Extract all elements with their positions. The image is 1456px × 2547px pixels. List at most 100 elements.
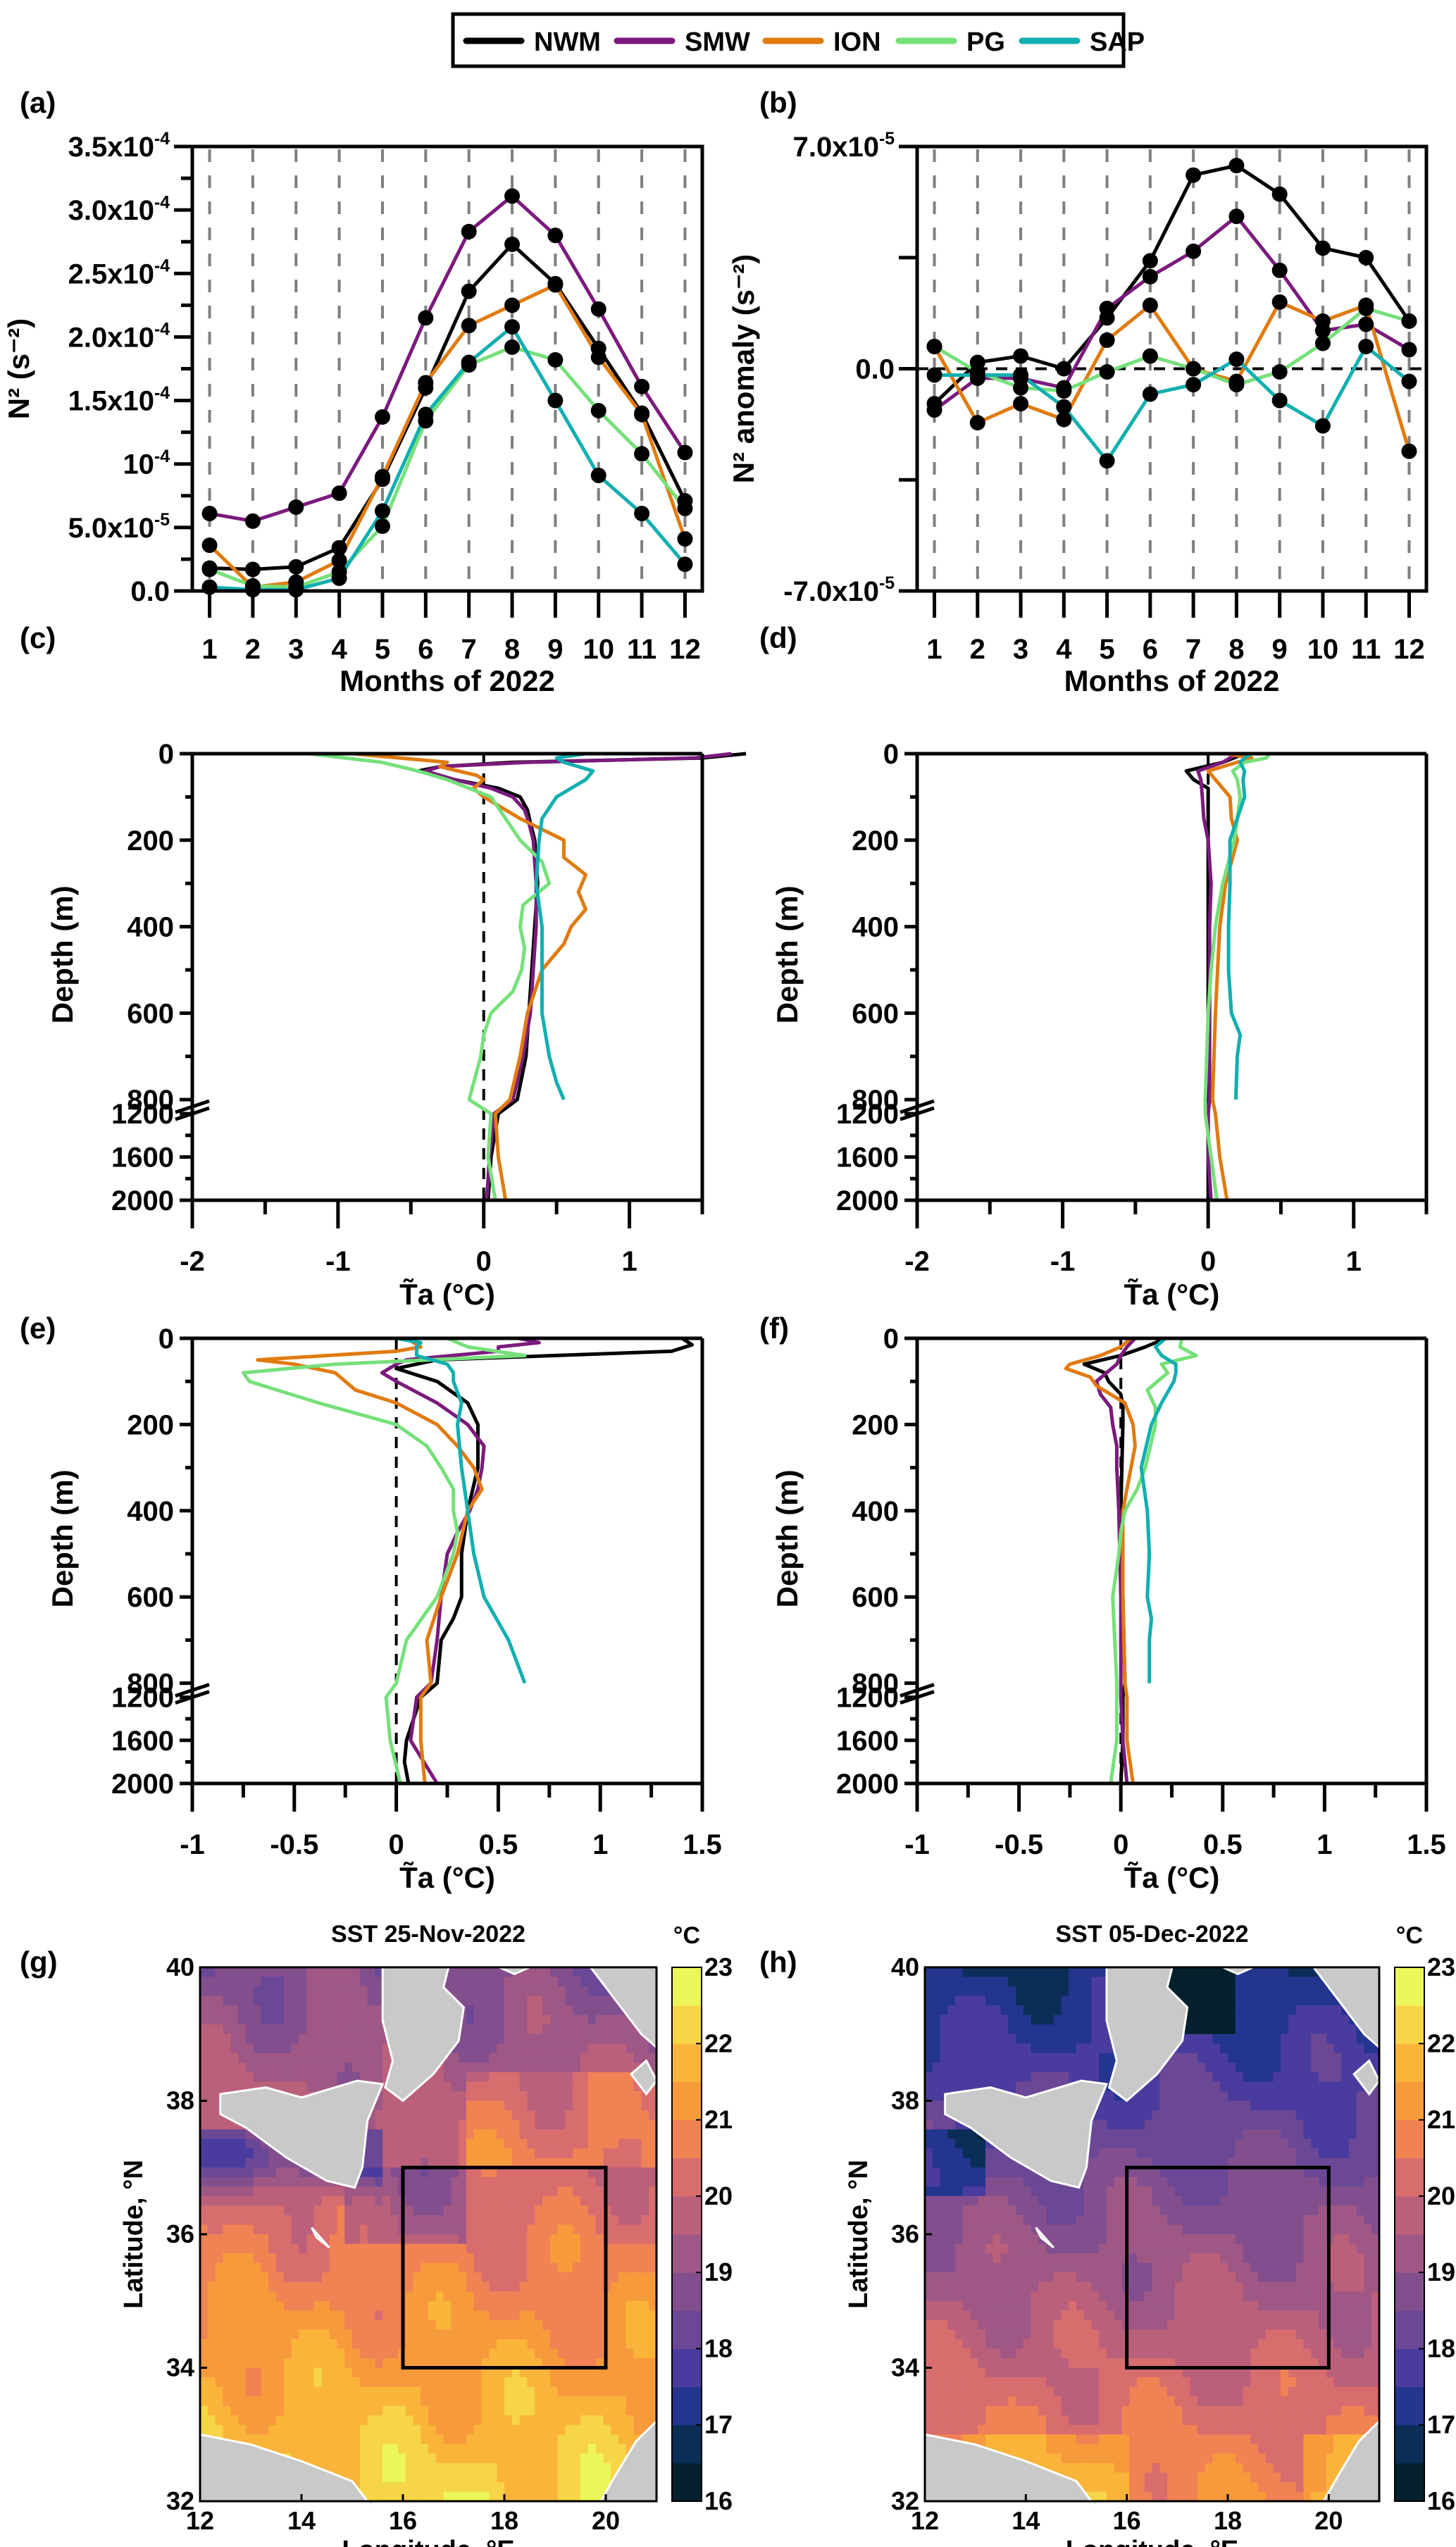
sst-cell xyxy=(390,2472,399,2483)
sst-cell xyxy=(557,2119,566,2130)
sst-cell xyxy=(565,2157,573,2168)
sst-cell xyxy=(626,2053,635,2063)
sst-cell xyxy=(1091,2024,1100,2035)
sst-cell xyxy=(580,2053,589,2063)
sst-cell xyxy=(489,2005,497,2016)
sst-cell xyxy=(618,2024,627,2035)
sst-cell xyxy=(925,2138,933,2149)
sst-cell xyxy=(940,1986,948,1997)
sst-cell xyxy=(435,2110,444,2121)
sst-cell xyxy=(519,2272,528,2283)
sst-cell xyxy=(268,1967,277,1978)
sst-cell xyxy=(1235,2043,1244,2054)
sst-cell xyxy=(352,1995,361,2006)
sst-cell xyxy=(459,2262,467,2273)
sst-cell xyxy=(344,2253,353,2264)
sst-cell xyxy=(1069,1995,1077,2006)
sst-cell xyxy=(504,2310,513,2321)
sst-cell xyxy=(535,2196,543,2206)
sst-cell xyxy=(489,2443,497,2454)
sst-cell xyxy=(603,2014,611,2025)
sst-cell xyxy=(321,2348,330,2359)
sst-cell xyxy=(291,2043,299,2054)
sst-cell xyxy=(573,2043,581,2054)
sst-cell xyxy=(466,2034,475,2044)
sst-cell xyxy=(489,2348,497,2359)
sst-cell xyxy=(1152,2081,1160,2092)
sst-cell xyxy=(565,1995,573,2006)
sst-cell xyxy=(245,2062,254,2073)
sst-cell xyxy=(1243,1986,1251,1997)
sst-cell xyxy=(542,2434,551,2445)
sst-cell xyxy=(215,2405,223,2416)
sst-cell xyxy=(1281,2119,1289,2130)
sst-cell xyxy=(344,2462,353,2473)
sst-cell xyxy=(1038,1986,1047,1997)
sst-cell xyxy=(245,2434,254,2445)
sst-cell xyxy=(466,2272,475,2283)
sst-cell xyxy=(306,2024,315,2035)
sst-cell xyxy=(291,2339,299,2350)
axis-break-mark xyxy=(175,1683,210,1698)
sst-cell xyxy=(481,2005,490,2016)
sst-cell xyxy=(1000,1967,1009,1978)
sst-cell xyxy=(1303,2005,1312,2016)
sst-cell xyxy=(276,1967,285,1978)
sst-cell xyxy=(428,2224,437,2235)
sst-cell xyxy=(382,2396,391,2407)
sst-cell xyxy=(535,2081,543,2092)
sst-cell xyxy=(542,2129,551,2140)
sst-cell xyxy=(207,2091,216,2102)
sst-cell xyxy=(573,2024,581,2035)
sst-cell xyxy=(215,2386,223,2397)
sst-cell xyxy=(261,2377,269,2388)
sst-cell xyxy=(306,2081,315,2092)
sst-cell xyxy=(200,2081,209,2092)
sst-cell xyxy=(618,2148,627,2159)
sst-cell xyxy=(473,2367,483,2378)
sst-cell xyxy=(337,2319,345,2330)
sst-cell xyxy=(261,2234,269,2245)
sst-cell xyxy=(375,2281,383,2292)
sst-cell xyxy=(443,2148,452,2159)
sst-cell xyxy=(375,2405,383,2416)
sst-cell xyxy=(306,2358,315,2369)
sst-cell xyxy=(215,2262,223,2273)
sst-cell xyxy=(314,1995,323,2006)
sst-cell xyxy=(557,2100,566,2111)
sst-cell xyxy=(283,2196,292,2206)
sst-cell xyxy=(504,2491,513,2502)
sst-cell xyxy=(1243,1995,1251,2006)
sst-cell xyxy=(473,2253,483,2264)
sst-cell xyxy=(1016,2072,1024,2083)
sst-cell xyxy=(497,2453,505,2464)
sst-cell xyxy=(542,2424,551,2435)
sst-cell xyxy=(459,2157,467,2168)
sst-cell xyxy=(375,1976,383,1987)
sst-cell xyxy=(1046,2014,1054,2025)
sst-cell xyxy=(1212,1995,1221,2006)
sst-cell xyxy=(1311,2129,1319,2140)
x-axis-label: Months of 2022 xyxy=(1064,664,1280,697)
sst-cell xyxy=(1281,1976,1289,1987)
sst-cell xyxy=(253,2072,261,2083)
sst-cell xyxy=(1000,1995,1009,2006)
sst-cell xyxy=(1174,2091,1183,2102)
sst-cell xyxy=(321,2434,330,2445)
axis-break-mark xyxy=(175,1099,210,1114)
sst-cell xyxy=(200,2310,209,2321)
sst-cell xyxy=(473,2062,483,2073)
sst-cell xyxy=(337,2215,345,2226)
sst-cell xyxy=(603,2053,611,2063)
sst-cell xyxy=(459,2119,467,2130)
sst-cell xyxy=(215,2005,223,2016)
sst-cell xyxy=(557,2072,566,2083)
sst-cell xyxy=(618,2091,627,2102)
sst-cell xyxy=(367,2167,375,2178)
sst-cell xyxy=(1144,2119,1153,2130)
sst-cell xyxy=(618,2310,627,2321)
sst-cell xyxy=(367,2310,375,2321)
sst-cell xyxy=(573,2434,581,2445)
sst-cell xyxy=(375,2262,383,2273)
sst-cell xyxy=(626,2157,635,2168)
